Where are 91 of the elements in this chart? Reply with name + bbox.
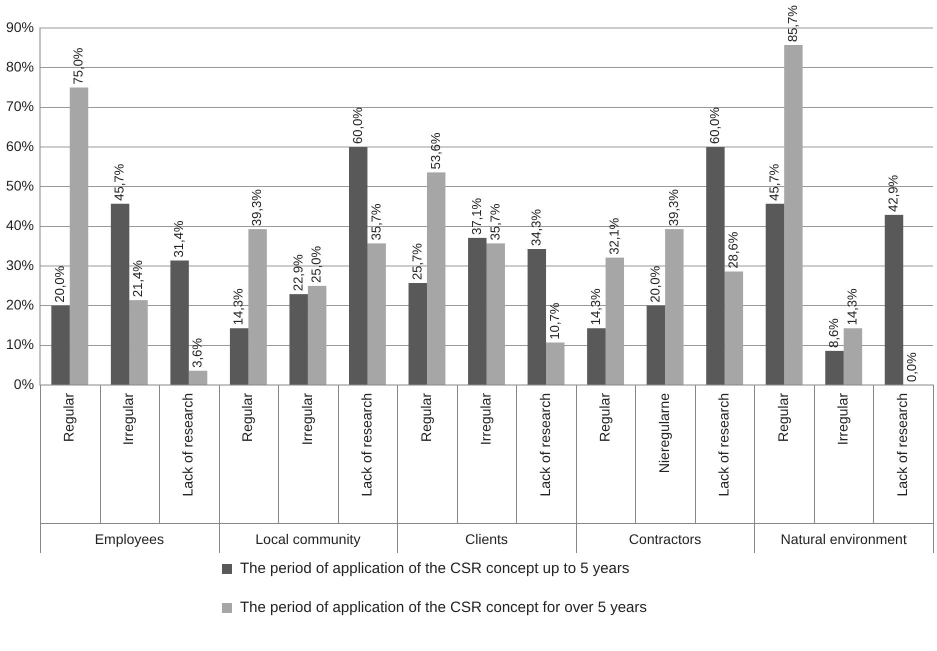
x-tick-label: Regular: [239, 392, 256, 442]
bar: [110, 204, 130, 384]
bar: [784, 45, 803, 384]
bar: [408, 283, 427, 384]
bar: [348, 147, 368, 384]
bar: [724, 272, 744, 384]
data-label: 8,6%: [826, 318, 842, 348]
x-tick-label: Lack of research: [358, 393, 374, 496]
data-label: 25,7%: [409, 242, 424, 280]
text: Employees: [94, 530, 164, 547]
x-tick-label: Lack of research: [536, 393, 553, 496]
bar: [248, 229, 267, 384]
x-tick-label: Irregular: [477, 392, 494, 446]
data-label: 14,3%: [230, 288, 246, 326]
data-label: 35,7%: [487, 203, 502, 240]
bar: [546, 342, 564, 384]
data-label: 0,0%: [904, 352, 920, 382]
y-tick-label: 50%: [6, 178, 34, 194]
data-label: 42,9%: [886, 174, 901, 212]
data-label: 37,1%: [468, 198, 484, 235]
bar: [367, 243, 386, 384]
data-label: 45,7%: [766, 163, 782, 201]
legend-label: The period of application of the CSR concept up to 5 years: [240, 560, 630, 577]
data-label: 20,0%: [647, 265, 662, 303]
bar: [129, 300, 148, 384]
bar: [884, 214, 904, 384]
x-tick-label: Nieregularne: [656, 392, 672, 474]
bar: [468, 238, 487, 384]
data-label: 39,3%: [666, 188, 681, 226]
bar: [426, 172, 446, 384]
legend-label: The period of application of the CSR concept for over 5 years: [240, 599, 647, 616]
y-tick-label: 20%: [6, 296, 34, 313]
data-label: 25,0%: [308, 246, 324, 283]
data-label: 31,4%: [171, 220, 186, 258]
y-tick-label: 70%: [6, 98, 34, 114]
data-label: 3,6%: [190, 338, 205, 368]
bar: [587, 328, 606, 384]
x-tick-label: Lack of research: [180, 393, 196, 496]
x-tick-label: Regular: [596, 392, 612, 442]
data-label: 39,3%: [249, 188, 264, 226]
data-label: 34,3%: [528, 208, 544, 246]
data-label: 60,0%: [350, 106, 365, 144]
bar: [825, 350, 844, 384]
x-tick-label: Regular: [775, 392, 792, 442]
data-label: 75,0%: [70, 47, 86, 84]
bar: [486, 243, 505, 384]
bar: [665, 229, 684, 384]
bar: [766, 204, 784, 384]
x-tick-label: Lack of research: [894, 393, 910, 496]
x-tick-label: Irregular: [120, 392, 136, 446]
y-tick-label: 60%: [6, 138, 34, 154]
y-tick-label: 40%: [6, 217, 34, 234]
bar: [646, 306, 666, 384]
y-tick-label: 10%: [6, 336, 34, 352]
bar: [706, 147, 725, 384]
y-tick-label: 0%: [14, 376, 34, 392]
bar: [844, 328, 862, 384]
x-tick-label: Regular: [418, 392, 434, 442]
text: Clients: [465, 530, 508, 547]
bar: [188, 370, 208, 384]
data-label: 10,7%: [546, 302, 562, 340]
data-label: 53,6%: [428, 132, 443, 170]
bar: [70, 88, 88, 384]
bar: [170, 260, 189, 384]
data-label: 35,7%: [368, 203, 384, 240]
x-tick-label: Regular: [60, 392, 77, 442]
bar: [289, 294, 308, 384]
data-label: 85,7%: [784, 4, 800, 42]
bar: [51, 306, 70, 384]
bar: [606, 258, 624, 384]
y-tick-label: 80%: [6, 58, 34, 75]
bar: [230, 328, 248, 384]
data-label: 22,9%: [290, 254, 306, 292]
y-tick-label: 90%: [6, 18, 34, 35]
y-tick-label: 30%: [6, 256, 34, 273]
data-label: 20,0%: [52, 265, 68, 303]
text: Local community: [255, 530, 360, 547]
x-tick-label: Irregular: [298, 392, 315, 446]
data-label: 14,3%: [844, 288, 860, 326]
data-label: 32,1%: [606, 217, 622, 255]
data-label: 45,7%: [112, 163, 127, 201]
data-label: 14,3%: [588, 288, 603, 326]
data-label: 21,4%: [130, 260, 146, 298]
data-label: 60,0%: [706, 106, 722, 144]
bar: [308, 286, 326, 384]
bar: [528, 248, 546, 384]
x-tick-label: Lack of research: [715, 393, 732, 496]
text: Natural environment: [780, 530, 907, 547]
x-tick-label: Irregular: [834, 392, 851, 446]
data-label: 28,6%: [725, 231, 740, 269]
text: Contractors: [628, 530, 702, 547]
